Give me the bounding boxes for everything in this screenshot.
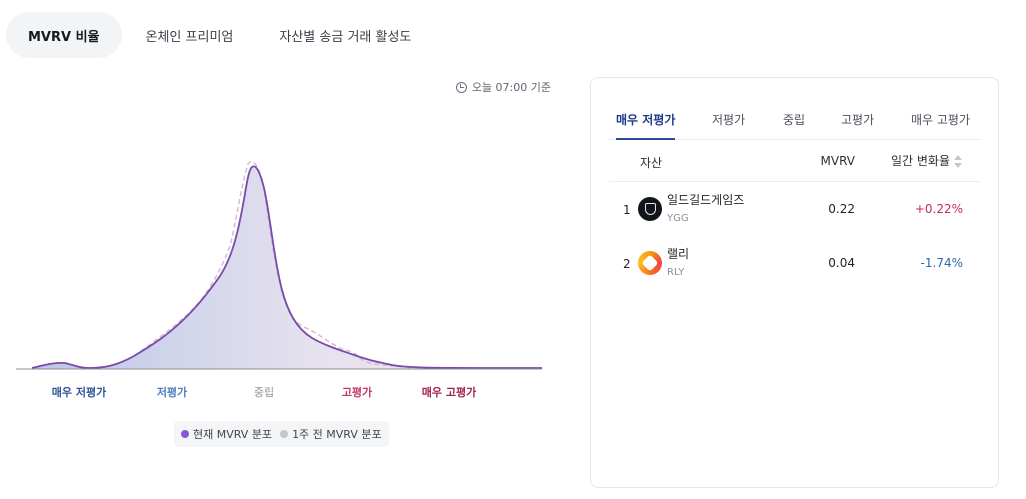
top-tab-bar: MVRV 비율 온체인 프리미엄 자산별 송금 거래 활성도 bbox=[6, 12, 435, 58]
ygg-coin-icon bbox=[638, 197, 662, 221]
asset-ticker: RLY bbox=[667, 267, 685, 278]
asset-daily-change: +0.22% bbox=[914, 202, 963, 216]
rly-coin-icon bbox=[638, 251, 662, 275]
update-timestamp: 오늘 07:00 기준 bbox=[455, 79, 551, 95]
zone-label-very-overvalued: 매우 고평가 bbox=[421, 386, 477, 399]
zone-tab-undervalued[interactable]: 저평가 bbox=[712, 113, 746, 127]
column-mvrv: MVRV bbox=[820, 154, 855, 168]
legend-previous[interactable]: 1주 전 MVRV 분포 bbox=[280, 426, 382, 442]
column-daily-change-label: 일간 변화율 bbox=[890, 154, 950, 168]
table-header: 자산 MVRV 일간 변화율 bbox=[609, 140, 981, 182]
current-distribution-line bbox=[31, 165, 542, 369]
distribution-svg bbox=[16, 161, 542, 370]
zone-label-overvalued: 고평가 bbox=[341, 386, 373, 399]
asset-ticker: YGG bbox=[667, 213, 689, 224]
tab-onchain-premium[interactable]: 온체인 프리미엄 bbox=[145, 29, 234, 45]
tab-transfer-activity[interactable]: 자산별 송금 거래 활성도 bbox=[279, 29, 412, 45]
clock-icon bbox=[455, 81, 467, 93]
table-row[interactable]: 2 랠리 RLY 0.04 -1.74% bbox=[609, 236, 981, 290]
row-rank: 1 bbox=[623, 203, 631, 217]
sort-icon[interactable] bbox=[954, 155, 963, 168]
asset-name: 랠리 bbox=[667, 247, 690, 261]
asset-daily-change: -1.74% bbox=[920, 256, 963, 270]
chart-legend: 현재 MVRV 분포 1주 전 MVRV 분포 bbox=[174, 421, 389, 447]
zone-label-neutral: 중립 bbox=[253, 386, 275, 399]
asset-mvrv: 0.04 bbox=[828, 256, 855, 270]
tab-mvrv-ratio[interactable]: MVRV 비율 bbox=[6, 12, 122, 58]
column-daily-change[interactable]: 일간 변화율 bbox=[891, 152, 963, 169]
zone-tab-neutral[interactable]: 중립 bbox=[783, 113, 806, 127]
zone-tab-very-overvalued[interactable]: 매우 고평가 bbox=[911, 113, 971, 127]
table-row[interactable]: 1 일드길드게임즈 YGG 0.22 +0.22% bbox=[609, 182, 981, 236]
zone-tab-overvalued[interactable]: 고평가 bbox=[841, 113, 875, 127]
asset-list-panel: 매우 저평가 저평가 중립 고평가 매우 고평가 자산 MVRV 일간 변화율 … bbox=[590, 77, 999, 488]
previous-distribution-line bbox=[133, 161, 427, 369]
legend-current-dot bbox=[181, 430, 189, 438]
asset-mvrv: 0.22 bbox=[828, 202, 855, 216]
timestamp-text: 오늘 07:00 기준 bbox=[471, 81, 551, 94]
row-rank: 2 bbox=[623, 257, 631, 271]
zone-label-very-undervalued: 매우 저평가 bbox=[51, 386, 107, 399]
legend-previous-label: 1주 전 MVRV 분포 bbox=[292, 428, 382, 441]
legend-previous-dot bbox=[280, 430, 289, 438]
zone-tab-bar: 매우 저평가 저평가 중립 고평가 매우 고평가 bbox=[609, 106, 981, 140]
legend-current[interactable]: 현재 MVRV 분포 bbox=[181, 426, 272, 442]
column-asset: 자산 bbox=[640, 156, 663, 170]
legend-current-label: 현재 MVRV 분포 bbox=[193, 428, 273, 441]
mvrv-distribution-chart bbox=[16, 150, 542, 372]
zone-tab-very-undervalued[interactable]: 매우 저평가 bbox=[616, 106, 676, 140]
zone-label-undervalued: 저평가 bbox=[156, 386, 188, 399]
current-distribution-area bbox=[32, 166, 542, 369]
asset-name: 일드길드게임즈 bbox=[667, 193, 745, 207]
